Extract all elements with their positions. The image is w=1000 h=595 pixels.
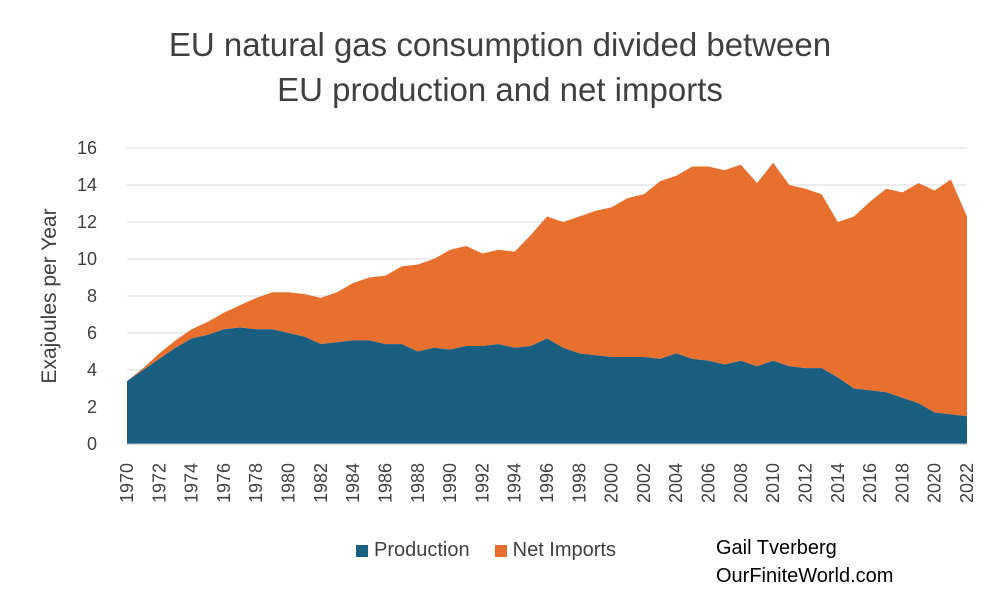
x-tick-label: 1990 xyxy=(440,463,460,503)
x-tick-label: 1978 xyxy=(246,463,266,503)
x-tick-label: 1970 xyxy=(117,463,137,503)
x-tick-label: 1972 xyxy=(149,463,169,503)
legend-label-net-imports: Net Imports xyxy=(512,539,616,561)
x-tick-label: 1984 xyxy=(343,463,363,503)
x-tick-label: 1986 xyxy=(375,463,395,503)
credit-author: Gail Tverberg xyxy=(716,537,837,559)
legend-swatch-production xyxy=(356,544,368,557)
y-tick-label: 10 xyxy=(77,249,97,269)
x-tick-label: 2008 xyxy=(731,463,751,503)
y-tick-label: 6 xyxy=(87,323,97,343)
chart-title: EU natural gas consumption divided betwe… xyxy=(0,22,1000,112)
x-tick-label: 1980 xyxy=(279,463,299,503)
x-tick-label: 2014 xyxy=(828,463,848,503)
legend-item-net-imports: Net Imports xyxy=(494,539,616,562)
chart-title-line1: EU natural gas consumption divided betwe… xyxy=(168,26,832,63)
y-tick-label: 2 xyxy=(87,397,97,417)
series-area-net-imports xyxy=(127,162,967,417)
x-tick-label: 1976 xyxy=(214,463,234,503)
credit-text: Gail Tverberg OurFiniteWorld.com xyxy=(716,534,893,590)
y-tick-label: 4 xyxy=(87,360,97,380)
x-tick-label: 1994 xyxy=(505,463,525,503)
legend-label-production: Production xyxy=(374,539,470,561)
x-tick-label: 2000 xyxy=(602,463,622,503)
y-tick-label: 8 xyxy=(87,286,97,306)
x-tick-label: 2020 xyxy=(925,463,945,503)
x-tick-label: 1996 xyxy=(537,463,557,503)
x-tick-label: 1988 xyxy=(408,463,428,503)
legend-swatch-net-imports xyxy=(494,544,507,557)
x-tick-label: 1982 xyxy=(311,463,331,503)
x-tick-label: 2010 xyxy=(763,463,783,503)
x-tick-label: 2006 xyxy=(699,463,719,503)
x-tick-label: 1974 xyxy=(182,463,202,503)
y-axis-label: Exajoules per Year xyxy=(38,208,61,383)
legend-item-production: Production xyxy=(356,539,470,562)
chart-title-line2: EU production and net imports xyxy=(277,71,723,108)
series-area-production xyxy=(127,327,967,444)
x-tick-label: 2018 xyxy=(892,463,912,503)
y-tick-label: 12 xyxy=(77,212,97,232)
x-tick-label: 2002 xyxy=(634,463,654,503)
x-tick-label: 2016 xyxy=(860,463,880,503)
x-tick-label: 2012 xyxy=(795,463,815,503)
credit-website: OurFiniteWorld.com xyxy=(716,565,894,587)
y-tick-label: 16 xyxy=(77,138,97,158)
legend: Production Net Imports xyxy=(356,539,641,562)
y-tick-label: 0 xyxy=(87,434,97,454)
x-tick-label: 1998 xyxy=(569,463,589,503)
x-tick-label: 1992 xyxy=(472,463,492,503)
x-tick-label: 2022 xyxy=(957,463,977,503)
x-tick-label: 2004 xyxy=(666,463,686,503)
y-tick-label: 14 xyxy=(77,175,97,195)
